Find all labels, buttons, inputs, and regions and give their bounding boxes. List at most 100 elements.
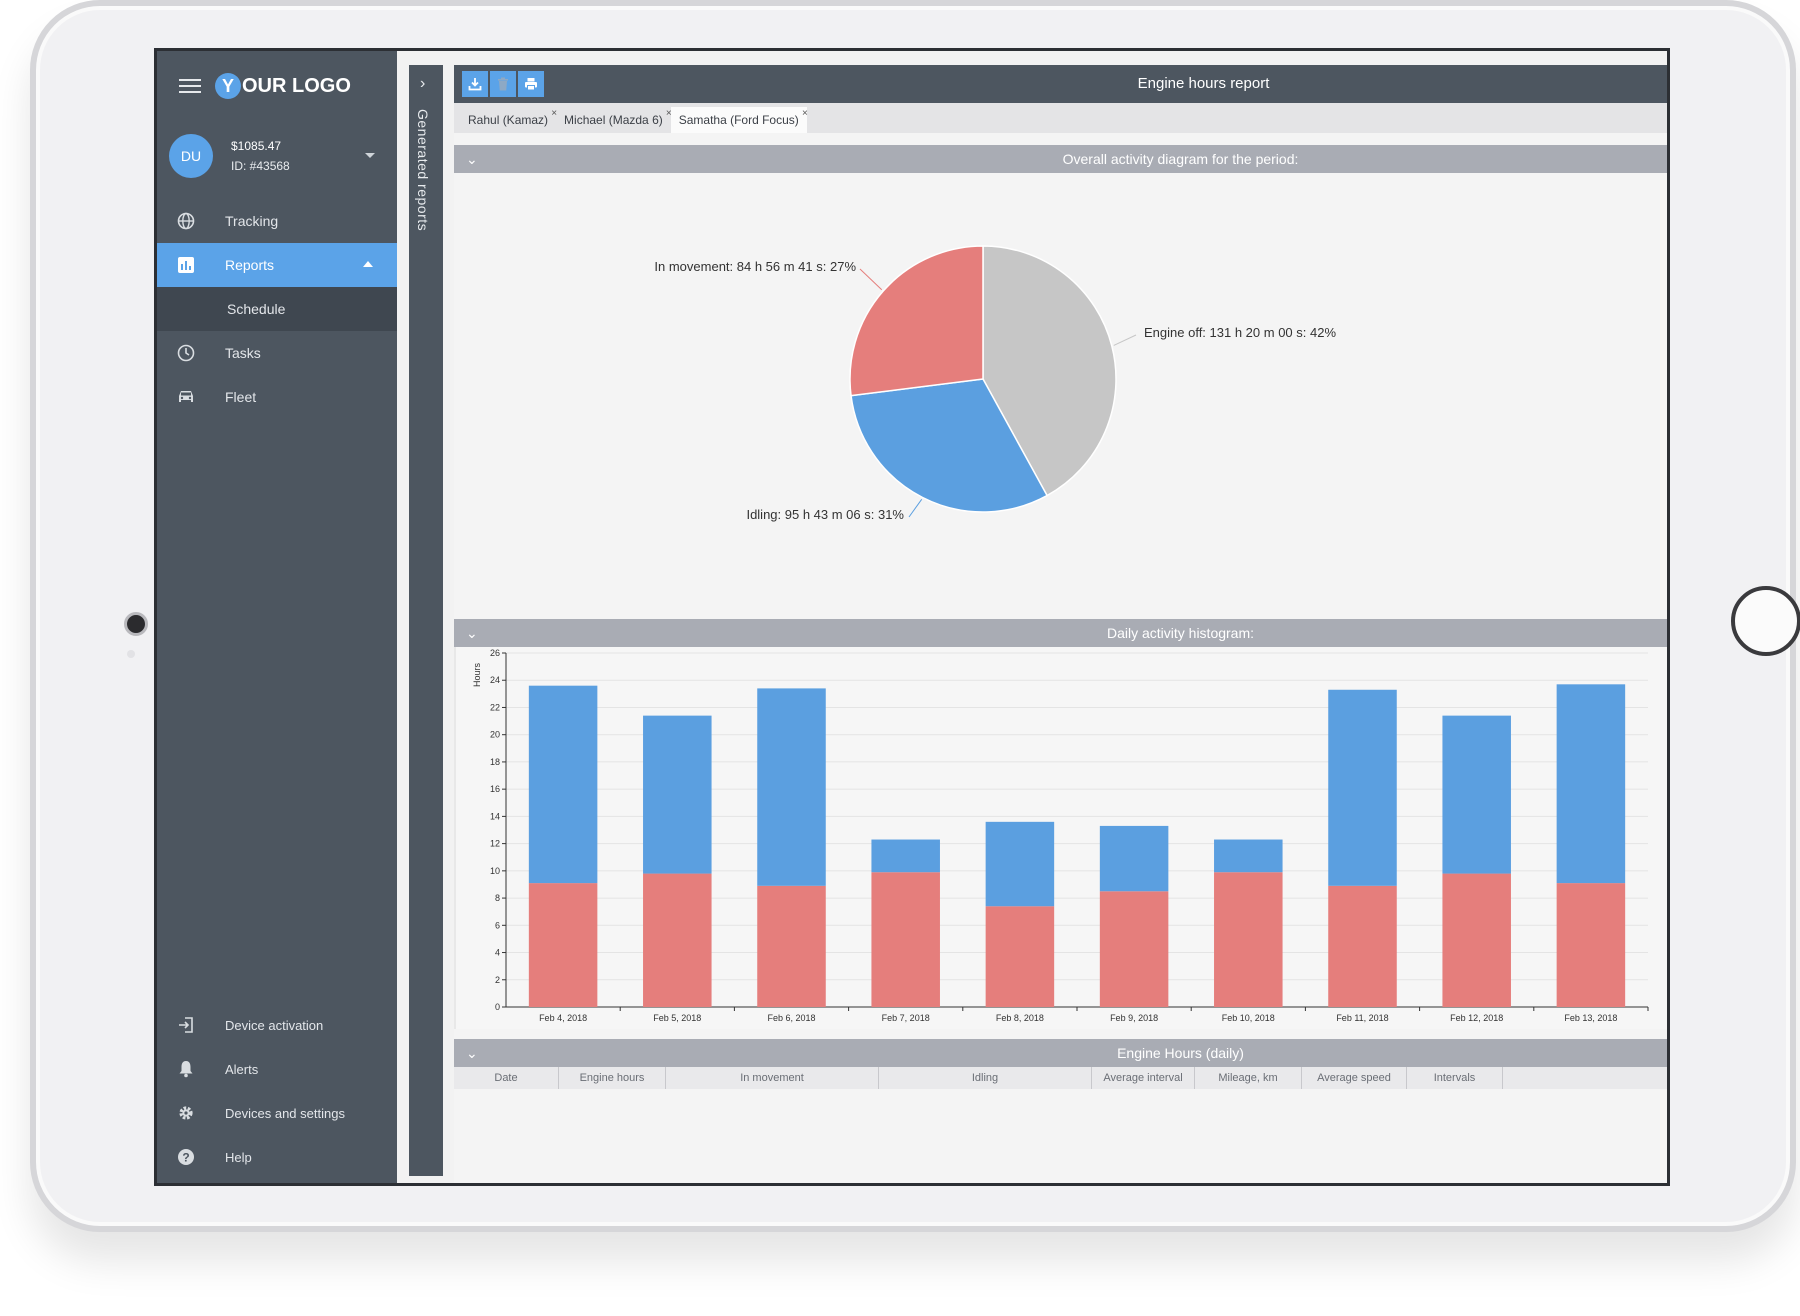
table-section-header[interactable]: ⌄ Engine Hours (daily) (454, 1039, 1667, 1067)
table-header-cell[interactable]: Average interval (1092, 1067, 1195, 1089)
logo-mark: Y (215, 73, 241, 99)
bar-segment[interactable] (1214, 839, 1283, 873)
report-title: Engine hours report (1137, 75, 1270, 92)
pie-slice[interactable] (849, 245, 984, 397)
tab-michael[interactable]: Michael (Mazda 6) × (556, 107, 672, 133)
bar-segment[interactable] (1556, 883, 1626, 1007)
x-tick-label: Feb 11, 2018 (1336, 1013, 1388, 1023)
tab-rahul[interactable]: Rahul (Kamaz) × (460, 107, 557, 133)
x-tick-label: Feb 7, 2018 (882, 1013, 930, 1023)
y-tick-label: 6 (495, 920, 500, 930)
sidebar-subitem-schedule[interactable]: Schedule (157, 287, 397, 331)
pie-section: ⌄ Overall activity diagram for the perio… (454, 145, 1667, 615)
bar-segment[interactable] (1099, 891, 1169, 1007)
account-switcher[interactable]: DU $1085.47 ID: #43568 (157, 121, 397, 191)
sidebar-item-label: Tracking (225, 213, 279, 229)
y-tick-label: 26 (490, 648, 500, 658)
chevron-up-icon[interactable] (363, 261, 373, 267)
bar-segment[interactable] (1442, 715, 1511, 874)
bar-segment[interactable] (871, 872, 940, 1007)
generated-reports-panel[interactable]: › Generated reports (409, 65, 443, 1176)
pie-slice-label: In movement: 84 h 56 m 41 s: 27% (654, 259, 856, 274)
bar-segment[interactable] (757, 885, 826, 1007)
close-icon[interactable]: × (665, 108, 672, 119)
close-icon[interactable]: × (551, 108, 558, 119)
table-header-cell[interactable]: Idling (879, 1067, 1092, 1089)
menu-icon[interactable] (179, 79, 201, 93)
bar-segment[interactable] (1556, 684, 1626, 884)
sidebar-item-label: Tasks (225, 345, 261, 361)
chevron-down-icon[interactable]: ⌄ (466, 625, 478, 641)
sidebar-item-devices-settings[interactable]: Devices and settings (157, 1091, 397, 1135)
table-section-title: Engine Hours (daily) (1117, 1045, 1244, 1061)
bar-segment[interactable] (985, 821, 1055, 907)
logo[interactable]: Y OUR LOGO (215, 73, 351, 99)
account-id: ID: #43568 (231, 159, 290, 173)
x-tick-label: Feb 12, 2018 (1450, 1013, 1503, 1023)
bar-segment[interactable] (1214, 872, 1283, 1007)
chevron-right-icon[interactable]: › (420, 75, 426, 92)
pie-slice[interactable] (850, 378, 1049, 513)
print-button[interactable] (518, 71, 544, 97)
bar-segment[interactable] (871, 839, 940, 873)
avatar: DU (169, 134, 213, 178)
sidebar-item-tracking[interactable]: Tracking (157, 199, 397, 243)
login-icon (175, 1014, 197, 1036)
table-header-cell[interactable]: In movement (666, 1067, 879, 1089)
x-tick-label: Feb 10, 2018 (1222, 1013, 1275, 1023)
bar-segment[interactable] (643, 873, 712, 1007)
delete-button[interactable] (490, 71, 516, 97)
pie-section-header[interactable]: ⌄ Overall activity diagram for the perio… (454, 145, 1667, 173)
gear-icon (175, 1102, 197, 1124)
bar-segment[interactable] (1328, 689, 1397, 886)
sidebar-item-label: Help (225, 1149, 252, 1165)
table-header-cell[interactable]: Intervals (1407, 1067, 1503, 1089)
table-header-cell[interactable]: Mileage, km (1195, 1067, 1302, 1089)
pie-leader-line (908, 498, 923, 518)
y-tick-label: 0 (495, 1002, 500, 1012)
pie-slice[interactable] (982, 245, 1117, 497)
y-tick-label: 4 (495, 948, 500, 958)
bar-segment[interactable] (1328, 885, 1397, 1007)
home-button[interactable] (1731, 586, 1800, 656)
bar-segment[interactable] (757, 688, 826, 886)
chevron-down-icon[interactable] (365, 153, 375, 158)
pie-slice-label: Engine off: 131 h 20 m 00 s: 42% (1144, 325, 1336, 340)
bar-segment[interactable] (985, 906, 1055, 1007)
sidebar-item-tasks[interactable]: Tasks (157, 331, 397, 375)
chevron-down-icon[interactable]: ⌄ (466, 151, 478, 167)
bar-segment[interactable] (528, 883, 598, 1007)
y-tick-label: 12 (490, 839, 500, 849)
bar-segment[interactable] (643, 715, 712, 874)
y-tick-label: 20 (490, 730, 500, 740)
table-header-cell[interactable]: Average speed (1302, 1067, 1407, 1089)
pie-leader-line (859, 268, 883, 291)
download-button[interactable] (462, 71, 488, 97)
sidebar-item-label: Device activation (225, 1017, 324, 1033)
table-header-cell[interactable]: Date (454, 1067, 559, 1089)
bar-segment[interactable] (1099, 825, 1169, 892)
tab-samatha[interactable]: Samatha (Ford Focus) × (670, 107, 808, 133)
sidebar-item-reports[interactable]: Reports (157, 243, 397, 287)
y-tick-label: 8 (495, 893, 500, 903)
table-header-cell[interactable]: Engine hours (559, 1067, 666, 1089)
histogram-section-title: Daily activity histogram: (1106, 625, 1255, 641)
sidebar-item-label: Alerts (225, 1061, 259, 1077)
sidebar-item-fleet[interactable]: Fleet (157, 375, 397, 419)
bar-segment[interactable] (528, 685, 598, 884)
account-balance: $1085.47 (231, 139, 282, 153)
pie-leader-line (1113, 334, 1137, 346)
chevron-down-icon[interactable]: ⌄ (466, 1045, 478, 1061)
sidebar-item-alerts[interactable]: Alerts (157, 1047, 397, 1091)
sidebar-item-device-activation[interactable]: Device activation (157, 1003, 397, 1047)
sidebar-item-help[interactable]: ? Help (157, 1135, 397, 1179)
x-tick-label: Feb 5, 2018 (653, 1013, 701, 1023)
report-toolbar: Engine hours report (454, 65, 1667, 103)
close-icon[interactable]: × (801, 108, 808, 119)
report-tabs: Rahul (Kamaz) × Michael (Mazda 6) × Samath… (454, 103, 1667, 133)
sidebar-item-label: Reports (225, 257, 275, 273)
bar-segment[interactable] (1442, 873, 1511, 1007)
histogram-section-header[interactable]: ⌄ Daily activity histogram: (454, 619, 1667, 647)
sensor-dot (127, 650, 135, 658)
